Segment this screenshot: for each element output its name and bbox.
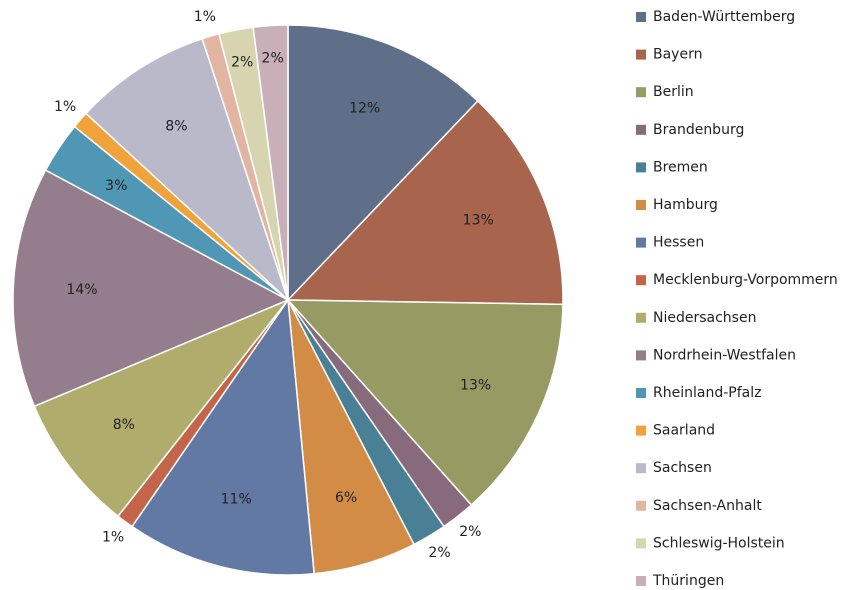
legend-label: Thüringen (652, 573, 724, 589)
legend-swatch (636, 576, 646, 586)
legend-swatch (636, 312, 646, 323)
legend-label: Bayern (653, 47, 702, 63)
legend-label: Sachsen (653, 460, 712, 476)
legend-swatch (636, 463, 646, 474)
data-label: 13% (463, 212, 494, 228)
legend-label: Saarland (653, 423, 715, 439)
legend-label: Niedersachsen (653, 310, 756, 326)
legend-label: Brandenburg (653, 122, 744, 138)
data-label: 1% (194, 9, 216, 25)
data-label: 2% (459, 524, 481, 540)
legend-label: Hamburg (653, 197, 718, 213)
pie-slice (84, 37, 290, 303)
pie-slice (286, 99, 564, 306)
data-label: 3% (105, 178, 127, 194)
legend-swatch (636, 237, 646, 248)
legend-swatch (636, 500, 646, 511)
legend-swatch (636, 49, 646, 60)
legend-swatch (636, 425, 646, 436)
pie-slice (287, 24, 479, 302)
data-label: 2% (428, 545, 450, 561)
legend-label: Bremen (653, 159, 708, 175)
legend-swatch (636, 388, 646, 398)
legend-label: Baden-Württemberg (653, 9, 795, 25)
legend-label: Nordrhein-Westfalen (653, 347, 796, 363)
data-label: 2% (231, 54, 253, 70)
pie-slice (286, 299, 564, 507)
legend-label: Rheinland-Pfalz (653, 385, 761, 401)
legend-label: Berlin (653, 84, 694, 100)
data-label: 1% (102, 530, 124, 546)
data-label: 2% (262, 50, 284, 66)
legend-swatch (636, 87, 646, 98)
legend-swatch (636, 124, 646, 135)
data-label: 6% (335, 490, 357, 506)
data-label: 13% (460, 378, 491, 394)
data-label: 8% (113, 417, 135, 433)
data-label: 11% (221, 492, 252, 508)
legend-label: Mecklenburg-Vorpommern (653, 272, 838, 288)
legend-swatch (636, 275, 646, 286)
data-label: 1% (54, 99, 76, 115)
pie-slice (33, 298, 291, 518)
data-label: 14% (66, 282, 97, 298)
data-label: 8% (165, 118, 187, 134)
legend-swatch (636, 350, 646, 361)
legend-label: Schleswig-Holstein (653, 535, 785, 551)
legend-swatch (636, 200, 646, 210)
data-label: 12% (349, 101, 380, 117)
legend-swatch (636, 162, 646, 173)
legend-swatch (636, 538, 646, 549)
pie-slice (131, 297, 315, 576)
legend-label: Sachsen-Anhalt (653, 498, 762, 514)
pie-slice (252, 24, 289, 301)
pie-slice (12, 169, 290, 408)
legend-swatch (636, 12, 646, 22)
legend-label: Hessen (653, 235, 704, 251)
